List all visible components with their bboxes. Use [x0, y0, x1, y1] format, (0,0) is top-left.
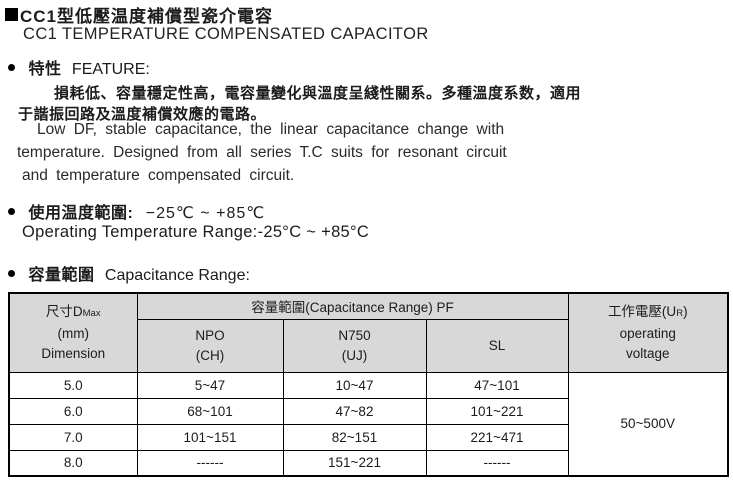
header-sl: SL — [425, 318, 569, 373]
temperature-section-heading: 使用温度範圍: −25℃ ~ +85℃ — [8, 199, 265, 223]
cell-n750: 151~221 — [282, 449, 427, 477]
feature-paragraph-en-line3: and temperature compensated circuit. — [22, 167, 295, 184]
cell-sl: 101~221 — [425, 397, 569, 425]
bullet-icon — [8, 64, 15, 71]
header-npo: NPO (CH) — [136, 318, 284, 373]
capacitance-heading-zh: 容量範圍 — [28, 267, 95, 284]
table-row: 5.0 5~47 10~47 47~101 50~500V — [8, 371, 729, 477]
feature-paragraph-en-line2: temperature. Designed from all series T.… — [17, 144, 507, 161]
feature-paragraph-zh-line2: 于諧振回路及溫度補償效應的電路。 — [18, 106, 267, 123]
section-square-icon — [5, 8, 18, 21]
dimension-unit: (mm) — [57, 325, 89, 341]
dimension-label-zh: 尺寸D — [45, 303, 83, 319]
cell-n750: 47~82 — [282, 397, 427, 425]
cell-dimension: 7.0 — [8, 423, 138, 451]
feature-paragraph-zh-line1: 損耗低、容量穩定性高，電容量變化與溫度呈綫性關系。多種溫度系数，適用 — [54, 85, 582, 102]
dimension-subscript: Max — [82, 307, 101, 319]
feature-heading-en: FEATURE: — [71, 61, 150, 78]
feature-paragraph-en-line1: Low DF, stable capacitance, the linear c… — [37, 121, 505, 138]
feature-section-heading: 特性 FEATURE: — [8, 55, 150, 79]
cell-sl: 221~471 — [425, 423, 569, 451]
header-operating-voltage: 工作電壓(UR) operating voltage — [567, 292, 729, 373]
capacitance-range-table: 尺寸DMax (mm) Dimension 容量範圍(Capacitance R… — [8, 292, 729, 477]
cell-dimension: 5.0 — [8, 371, 138, 399]
cell-npo: 5~47 — [136, 371, 284, 399]
feature-heading-zh: 特性 — [28, 61, 62, 78]
voltage-subscript: R — [676, 307, 684, 319]
header-capacitance-range: 容量範圍(Capacitance Range) PF — [136, 292, 569, 320]
temperature-range-en: Operating Temperature Range:-25°C ~ +85°… — [22, 223, 370, 241]
cell-sl: 47~101 — [425, 371, 569, 399]
cell-n750: 10~47 — [282, 371, 427, 399]
cell-npo: ------ — [136, 449, 284, 477]
cell-npo: 68~101 — [136, 397, 284, 425]
page-title: CC1型低壓温度補償型瓷介電容 — [5, 2, 273, 27]
temperature-heading-zh: 使用温度範圍: — [28, 205, 134, 222]
cell-dimension: 6.0 — [8, 397, 138, 425]
dimension-label-en: Dimension — [41, 345, 106, 361]
header-n750: N750 (UJ) — [282, 318, 427, 373]
voltage-label-zh: 工作電壓(U — [607, 303, 677, 319]
cell-npo: 101~151 — [136, 423, 284, 451]
voltage-label-en1: operating — [619, 325, 676, 341]
bullet-icon — [8, 208, 15, 215]
page-title-en: CC1 TEMPERATURE COMPENSATED CAPACITOR — [23, 25, 429, 43]
cell-n750: 82~151 — [282, 423, 427, 451]
cell-sl: ------ — [425, 449, 569, 477]
cell-dimension: 8.0 — [8, 449, 138, 477]
capacitance-section-heading: 容量範圍 Capacitance Range: — [8, 261, 250, 285]
cell-operating-voltage: 50~500V — [567, 371, 729, 477]
voltage-label-en2: voltage — [625, 345, 670, 361]
page-title-zh: CC1型低壓温度補償型瓷介電容 — [20, 7, 274, 26]
bullet-icon — [8, 270, 15, 277]
header-dimension: 尺寸DMax (mm) Dimension — [8, 292, 138, 373]
table-row: 8.0 ------ 151~221 ------ — [8, 449, 728, 477]
capacitance-heading-en: Capacitance Range: — [104, 267, 250, 284]
temperature-range-zh: −25℃ ~ +85℃ — [145, 205, 266, 222]
table-row: 6.0 68~101 47~82 101~221 — [8, 397, 728, 425]
